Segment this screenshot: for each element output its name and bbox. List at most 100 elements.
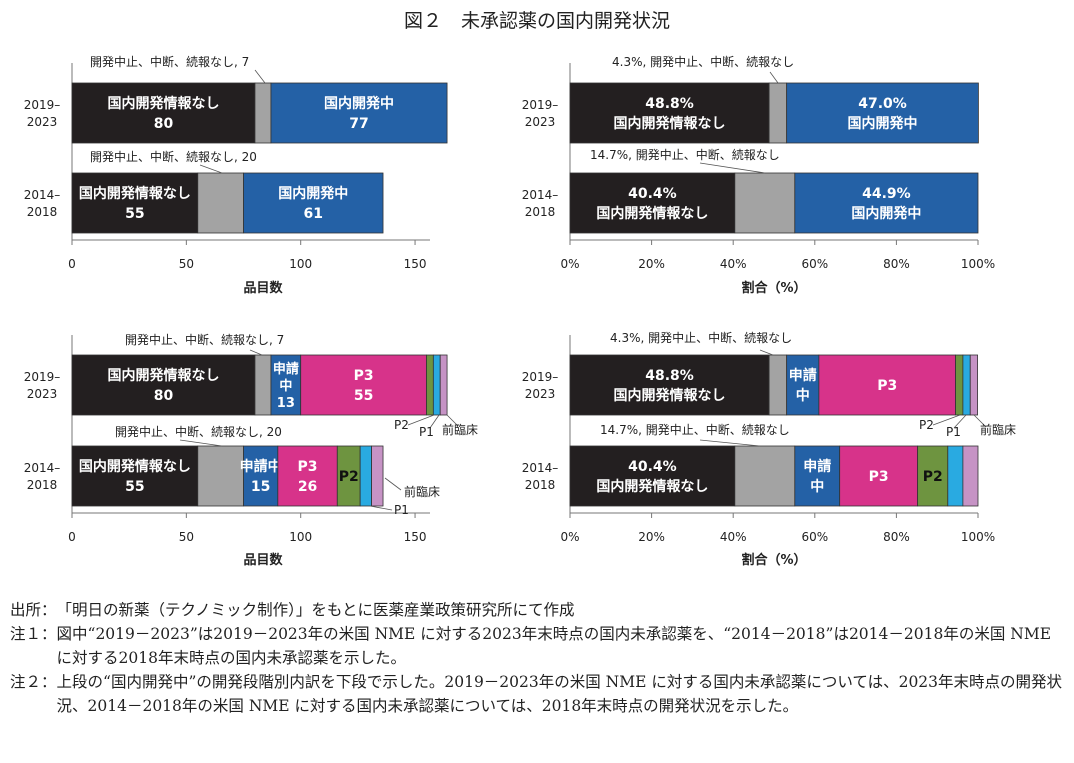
annotation-label: 14.7%, 開発中止、中断、続報なし bbox=[590, 147, 780, 162]
note-label: 注１： bbox=[10, 625, 57, 643]
annotation-leader bbox=[429, 414, 440, 429]
annotation-leader bbox=[759, 349, 774, 356]
x-tick-label: 100 bbox=[289, 530, 312, 544]
category-label: 2019– bbox=[522, 370, 559, 384]
category-label: 2019– bbox=[24, 370, 61, 384]
segment-label: 47.0% bbox=[858, 96, 907, 112]
x-tick-label: 50 bbox=[179, 530, 194, 544]
category-label: 2018 bbox=[27, 478, 58, 492]
category-label: 2018 bbox=[27, 205, 58, 219]
segment-label: 国内開発情報なし bbox=[79, 185, 191, 202]
x-tick-label: 80% bbox=[883, 530, 910, 544]
category-label: 2023 bbox=[27, 387, 58, 401]
bar-segment bbox=[569, 172, 736, 234]
annotation-leader bbox=[953, 414, 967, 429]
segment-label: 国内開発情報なし bbox=[107, 95, 219, 112]
x-tick-label: 0% bbox=[560, 257, 579, 271]
bar-segment bbox=[71, 172, 199, 234]
segment-label: 13 bbox=[277, 396, 295, 411]
note-label: 出所： bbox=[10, 601, 57, 619]
x-tick-label: 150 bbox=[404, 530, 427, 544]
segment-label: 申請 bbox=[803, 458, 831, 475]
note-1: 注１： 図中“2019－2023”は2019－2023年の米国 NME に対する2… bbox=[10, 622, 1065, 670]
bar-segment bbox=[254, 82, 272, 144]
note-label: 注２： bbox=[10, 673, 57, 691]
x-tick-label: 0% bbox=[560, 530, 579, 544]
segment-label: 中 bbox=[279, 378, 292, 394]
bar-segment bbox=[197, 445, 244, 507]
bar-segment bbox=[734, 445, 796, 507]
bar-segment bbox=[955, 354, 964, 416]
category-label: 2014– bbox=[24, 188, 61, 202]
bar-segment bbox=[969, 354, 978, 416]
category-label: 2019– bbox=[522, 98, 559, 112]
bar-segment bbox=[786, 82, 979, 144]
x-tick-label: 150 bbox=[404, 257, 427, 271]
segment-label: 申請 bbox=[789, 367, 817, 384]
annotation-leader bbox=[179, 439, 223, 447]
bar-segment bbox=[300, 354, 427, 416]
annotation-leader bbox=[699, 439, 761, 447]
bar-segment bbox=[917, 445, 949, 507]
x-axis-label: 品目数 bbox=[243, 280, 283, 296]
x-tick-label: 100 bbox=[289, 257, 312, 271]
segment-label: 国内開発情報なし bbox=[596, 205, 708, 222]
segment-label: 40.4% bbox=[628, 459, 677, 475]
annotation-label: 開発中止、中断、続報なし, 20 bbox=[115, 424, 282, 439]
segment-label: 国内開発中 bbox=[324, 95, 394, 112]
bar-segment bbox=[768, 354, 788, 416]
annotation-leader bbox=[384, 477, 402, 491]
x-tick-label: 40% bbox=[720, 530, 747, 544]
segment-label: 国内開発情報なし bbox=[79, 458, 191, 475]
bar-segment bbox=[768, 82, 788, 144]
note-2: 注２： 上段の“国内開発中”の開発段階別内訳を下段で示した。2019－2023年の… bbox=[10, 670, 1065, 718]
x-tick-label: 80% bbox=[883, 257, 910, 271]
segment-label: 国内開発中 bbox=[848, 115, 918, 132]
annotation-label: 開発中止、中断、続報なし, 7 bbox=[90, 54, 249, 69]
bar-segment bbox=[962, 445, 979, 507]
bar-segment bbox=[962, 354, 971, 416]
chart-3: 0% 20% 40% 60% 80% 100% 割合（%） 2019– 2023 48.8% 国内開… bbox=[522, 330, 1016, 568]
bar-segment bbox=[947, 445, 964, 507]
x-tick-label: 40% bbox=[720, 257, 747, 271]
bar-segment bbox=[277, 445, 338, 507]
annotation-label: 前臨床 bbox=[404, 484, 440, 499]
annotation-leader bbox=[446, 414, 459, 427]
bar-segment bbox=[197, 172, 244, 234]
segment-label: 15 bbox=[251, 479, 270, 495]
segment-label: 国内開発中 bbox=[278, 185, 348, 202]
annotation-leader bbox=[407, 414, 435, 426]
bar-segment bbox=[432, 354, 441, 416]
bar-segment bbox=[254, 354, 272, 416]
segment-label: 中 bbox=[810, 478, 824, 495]
x-tick-label: 50 bbox=[179, 257, 194, 271]
category-label: 2023 bbox=[525, 387, 556, 401]
bar-segment bbox=[569, 354, 770, 416]
bar-segment bbox=[71, 82, 256, 144]
annotation-leader bbox=[199, 164, 223, 174]
annotation-label: 開発中止、中断、続報なし, 20 bbox=[90, 149, 257, 164]
annotation-label: 14.7%, 開発中止、中断、続報なし bbox=[600, 422, 790, 437]
annotation-leader bbox=[699, 162, 766, 174]
x-axis-label: 割合（%） bbox=[741, 280, 806, 296]
segment-label: 申請中 bbox=[240, 458, 282, 475]
note-text: 上段の“国内開発中”の開発段階別内訳を下段で示した。2019－2023年の米国 … bbox=[56, 673, 1063, 715]
segment-label: 55 bbox=[354, 388, 373, 404]
segment-label: 44.9% bbox=[862, 186, 911, 202]
chart-1: 0% 20% 40% 60% 80% 100% 割合（%） 2019– 2023 48.8% 国内開… bbox=[522, 54, 995, 296]
annotation-leader bbox=[254, 69, 266, 84]
x-tick-label: 100% bbox=[961, 530, 995, 544]
note-text: 「明日の新薬（テクノミック制作）」をもとに医薬産業政策研究所にて作成 bbox=[56, 601, 575, 619]
annotation-label: 4.3%, 開発中止、中断、続報なし bbox=[610, 330, 792, 345]
annotation-leader bbox=[932, 414, 961, 426]
segment-label: 48.8% bbox=[645, 368, 694, 384]
category-label: 2018 bbox=[525, 205, 556, 219]
annotation-label: 前臨床 bbox=[980, 422, 1016, 437]
annotation-label: P1 bbox=[946, 425, 961, 439]
notes: 出所： 「明日の新薬（テクノミック制作）」をもとに医薬産業政策研究所にて作成 注１… bbox=[10, 598, 1065, 718]
x-tick-label: 20% bbox=[638, 257, 665, 271]
annotation-label: 前臨床 bbox=[442, 422, 478, 437]
x-axis-label: 割合（%） bbox=[741, 552, 806, 568]
segment-label: 77 bbox=[349, 116, 368, 132]
segment-label: 80 bbox=[154, 388, 174, 404]
